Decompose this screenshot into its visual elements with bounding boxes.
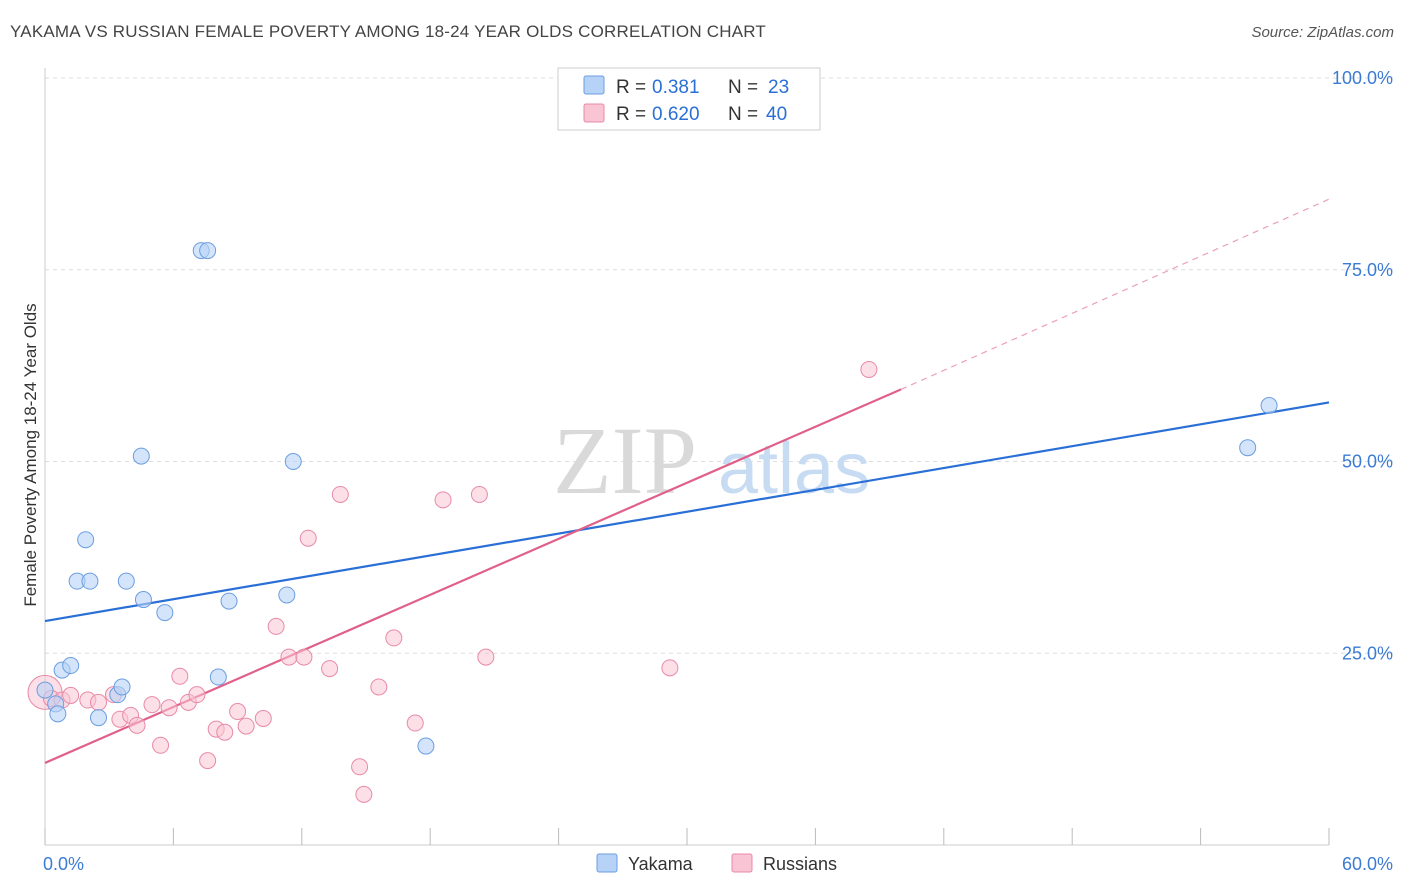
legend-swatch-russians [583, 103, 605, 123]
point-yakama-17 [209, 668, 227, 686]
watermark-atlas: atlas [718, 429, 870, 509]
y-tick-label-1: 50.0% [1342, 452, 1393, 472]
bottom-legend-swatch-russians [731, 853, 753, 873]
point-russians-3 [62, 686, 80, 704]
point-russians-23 [280, 648, 298, 666]
legend-n-label-2: N = [728, 104, 758, 125]
point-russians-21 [254, 709, 272, 727]
point-russians-37 [860, 360, 878, 378]
point-russians-32 [406, 714, 424, 732]
point-yakama-11 [117, 572, 135, 590]
point-yakama-20 [284, 453, 302, 470]
legend-r-label-2: R = [616, 104, 646, 125]
point-russians-24 [295, 648, 313, 666]
bottom-legend-label-yakama: Yakama [628, 854, 694, 874]
legend-n-value-2: 40 [766, 104, 787, 125]
trend-line-yakama [44, 401, 1330, 623]
legend-r-label-1: R = [616, 77, 646, 98]
legend-swatch-yakama [583, 75, 605, 95]
point-russians-36 [661, 659, 679, 677]
series-legend: Yakama Russians [596, 853, 837, 874]
data-points [27, 242, 1278, 803]
point-russians-11 [152, 736, 170, 754]
point-yakama-13 [134, 591, 152, 609]
legend-r-value-2: 0.620 [652, 104, 700, 125]
point-yakama-19 [278, 586, 296, 604]
y-tick-label-0: 25.0% [1342, 643, 1393, 663]
stats-legend: R = 0.381 N = 23 R = 0.620 N = 40 [557, 67, 821, 131]
point-russians-33 [434, 491, 452, 509]
point-yakama-10 [113, 678, 131, 696]
point-russians-16 [199, 752, 217, 770]
point-yakama-18 [220, 592, 238, 610]
point-russians-9 [128, 716, 146, 734]
legend-n-value-1: 23 [768, 77, 789, 98]
point-yakama-21 [417, 737, 435, 755]
grid-lines [45, 77, 1394, 654]
point-russians-25 [299, 529, 317, 547]
point-russians-35 [477, 648, 495, 666]
point-russians-10 [143, 696, 161, 714]
point-yakama-8 [90, 709, 107, 727]
point-russians-31 [385, 629, 403, 647]
point-yakama-0 [36, 681, 54, 699]
legend-n-label-1: N = [728, 77, 758, 98]
point-russians-28 [351, 758, 369, 776]
point-russians-29 [355, 785, 373, 803]
point-russians-26 [321, 660, 339, 678]
point-russians-18 [216, 723, 234, 741]
point-russians-27 [331, 485, 349, 503]
watermark: ZIP atlas [553, 407, 870, 514]
point-yakama-6 [77, 531, 95, 549]
point-yakama-23 [1260, 397, 1278, 415]
point-russians-13 [171, 667, 189, 685]
source-label: Source: ZipAtlas.com [1251, 24, 1394, 41]
point-russians-15 [188, 686, 206, 704]
point-russians-5 [90, 693, 107, 711]
chart-title: YAKAMA VS RUSSIAN FEMALE POVERTY AMONG 1… [10, 22, 766, 41]
point-yakama-2 [49, 705, 67, 723]
y-axis-title: Female Poverty Among 18-24 Year Olds [21, 303, 40, 606]
x-tick-label-min: 0.0% [43, 854, 84, 874]
bottom-legend-swatch-yakama [596, 853, 618, 873]
point-yakama-16 [199, 242, 217, 260]
legend-r-value-1: 0.381 [652, 77, 700, 98]
point-russians-34 [470, 485, 488, 503]
trend-line-russians-extrapolated [900, 198, 1330, 390]
point-russians-30 [370, 678, 388, 696]
tick-labels: 25.0% 50.0% 75.0% 100.0% 0.0% 60.0% [43, 68, 1393, 874]
y-tick-label-2: 75.0% [1342, 260, 1393, 280]
point-russians-19 [229, 703, 247, 721]
x-tick-label-max: 60.0% [1342, 854, 1393, 874]
point-russians-20 [237, 717, 255, 735]
point-yakama-22 [1239, 439, 1257, 457]
watermark-zip: ZIP [553, 407, 697, 514]
point-russians-12 [160, 699, 178, 717]
bottom-legend-label-russians: Russians [763, 854, 837, 874]
point-yakama-4 [62, 657, 80, 675]
axes [44, 68, 1330, 846]
point-russians-22 [267, 617, 285, 635]
y-tick-label-3: 100.0% [1332, 68, 1393, 88]
point-yakama-12 [132, 447, 150, 465]
point-yakama-14 [156, 604, 174, 622]
point-yakama-7 [81, 572, 99, 590]
